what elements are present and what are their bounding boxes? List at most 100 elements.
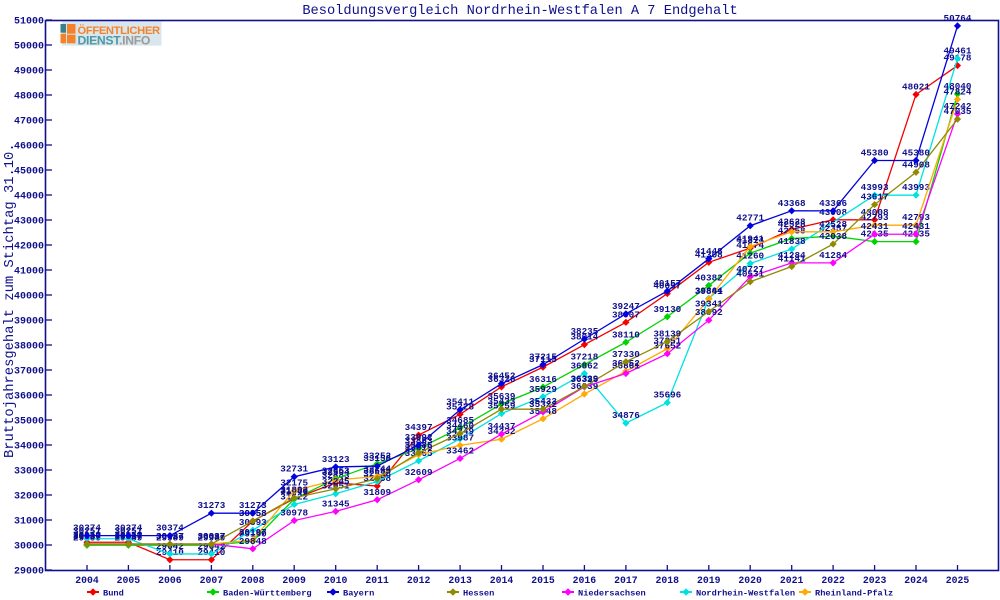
svg-text:42771: 42771 — [736, 213, 764, 224]
svg-text:2024: 2024 — [904, 575, 928, 586]
svg-text:43617: 43617 — [861, 192, 889, 203]
svg-text:2012: 2012 — [407, 575, 431, 586]
svg-text:32245: 32245 — [322, 476, 350, 487]
svg-text:42528: 42528 — [778, 219, 806, 230]
svg-text:38000: 38000 — [14, 341, 44, 352]
svg-text:43008: 43008 — [861, 207, 889, 218]
svg-text:43000: 43000 — [14, 216, 44, 227]
svg-text:46000: 46000 — [14, 141, 44, 152]
svg-text:Besoldungsvergleich Nordrhein-: Besoldungsvergleich Nordrhein-Westfalen … — [302, 4, 737, 19]
svg-text:2025: 2025 — [946, 575, 970, 586]
svg-text:43993: 43993 — [902, 182, 930, 193]
svg-text:35433: 35433 — [529, 396, 557, 407]
svg-text:36000: 36000 — [14, 391, 44, 402]
svg-text:41838: 41838 — [778, 236, 806, 247]
svg-text:2005: 2005 — [117, 575, 141, 586]
svg-text:29000: 29000 — [14, 566, 44, 577]
svg-text:40727: 40727 — [736, 264, 764, 275]
svg-text:32175: 32175 — [280, 478, 308, 489]
svg-text:2014: 2014 — [490, 575, 514, 586]
svg-text:33992: 33992 — [405, 432, 433, 443]
svg-text:DIENST.INFO: DIENST.INFO — [78, 34, 151, 48]
svg-text:39000: 39000 — [14, 316, 44, 327]
svg-text:45380: 45380 — [861, 148, 889, 159]
svg-text:34397: 34397 — [405, 422, 433, 433]
svg-text:41874: 41874 — [736, 235, 764, 246]
svg-text:50764: 50764 — [944, 13, 972, 24]
svg-text:43368: 43368 — [778, 198, 806, 209]
svg-text:34437: 34437 — [488, 421, 516, 432]
svg-text:51000: 51000 — [14, 16, 44, 27]
svg-text:47824: 47824 — [944, 86, 972, 97]
svg-text:38235: 38235 — [570, 326, 598, 337]
svg-text:37330: 37330 — [612, 349, 640, 360]
svg-text:30197: 30197 — [239, 527, 267, 538]
svg-text:33853: 33853 — [405, 436, 433, 447]
svg-text:39130: 39130 — [653, 304, 681, 315]
svg-text:35411: 35411 — [446, 397, 474, 408]
svg-text:31893: 31893 — [280, 485, 308, 496]
svg-text:33462: 33462 — [446, 445, 474, 456]
svg-text:30251: 30251 — [73, 526, 101, 537]
svg-text:41284: 41284 — [819, 250, 847, 261]
svg-text:2011: 2011 — [365, 575, 389, 586]
svg-text:30374: 30374 — [156, 523, 184, 534]
svg-text:33000: 33000 — [14, 466, 44, 477]
svg-text:44000: 44000 — [14, 191, 44, 202]
svg-text:40000: 40000 — [14, 291, 44, 302]
svg-text:31000: 31000 — [14, 516, 44, 527]
svg-text:36452: 36452 — [488, 371, 516, 382]
svg-text:2006: 2006 — [158, 575, 182, 586]
svg-text:42628: 42628 — [778, 216, 806, 227]
svg-text:32653: 32653 — [322, 466, 350, 477]
svg-text:50000: 50000 — [14, 41, 44, 52]
svg-text:35696: 35696 — [653, 390, 681, 401]
svg-text:36316: 36316 — [529, 374, 557, 385]
svg-text:Hessen: Hessen — [463, 588, 494, 598]
svg-text:30374: 30374 — [114, 523, 142, 534]
svg-text:40531: 40531 — [736, 269, 764, 280]
svg-text:42000: 42000 — [14, 241, 44, 252]
svg-text:36326: 36326 — [488, 374, 516, 385]
svg-text:47035: 47035 — [944, 106, 972, 117]
svg-text:44908: 44908 — [902, 159, 930, 170]
svg-text:41941: 41941 — [736, 233, 764, 244]
svg-text:31345: 31345 — [322, 498, 350, 509]
svg-text:34000: 34000 — [14, 441, 44, 452]
svg-text:33987: 33987 — [446, 432, 474, 443]
svg-text:34685: 34685 — [446, 415, 474, 426]
svg-text:30150: 30150 — [239, 528, 267, 539]
svg-text:2015: 2015 — [531, 575, 555, 586]
svg-text:35322: 35322 — [529, 399, 557, 410]
svg-text:35000: 35000 — [14, 416, 44, 427]
svg-text:40057: 40057 — [653, 281, 681, 292]
svg-text:Niedersachsen: Niedersachsen — [578, 588, 646, 598]
svg-text:30374: 30374 — [73, 523, 101, 534]
svg-text:43993: 43993 — [861, 182, 889, 193]
svg-text:43366: 43366 — [819, 198, 847, 209]
svg-text:35929: 35929 — [529, 384, 557, 395]
svg-text:30251: 30251 — [114, 526, 142, 537]
svg-text:38110: 38110 — [612, 329, 640, 340]
svg-text:42431: 42431 — [861, 221, 889, 232]
svg-text:2010: 2010 — [324, 575, 348, 586]
svg-text:40157: 40157 — [653, 278, 681, 289]
svg-text:37218: 37218 — [570, 352, 598, 363]
svg-text:36325: 36325 — [570, 374, 598, 385]
svg-text:Baden-Württemberg: Baden-Württemberg — [223, 588, 312, 598]
svg-text:42793: 42793 — [902, 212, 930, 223]
svg-text:49461: 49461 — [944, 45, 972, 56]
svg-text:41141: 41141 — [778, 253, 806, 264]
svg-text:38139: 38139 — [653, 329, 681, 340]
svg-text:30037: 30037 — [197, 531, 225, 542]
svg-text:2022: 2022 — [821, 575, 845, 586]
svg-text:31809: 31809 — [363, 487, 391, 498]
svg-text:36339: 36339 — [570, 374, 598, 385]
svg-text:48000: 48000 — [14, 91, 44, 102]
svg-text:ÖFFENTLICHER: ÖFFENTLICHER — [78, 24, 160, 37]
svg-text:41448: 41448 — [695, 246, 723, 257]
svg-text:37115: 37115 — [529, 354, 557, 365]
svg-text:45380: 45380 — [902, 148, 930, 159]
svg-text:47000: 47000 — [14, 116, 44, 127]
svg-text:2020: 2020 — [738, 575, 762, 586]
